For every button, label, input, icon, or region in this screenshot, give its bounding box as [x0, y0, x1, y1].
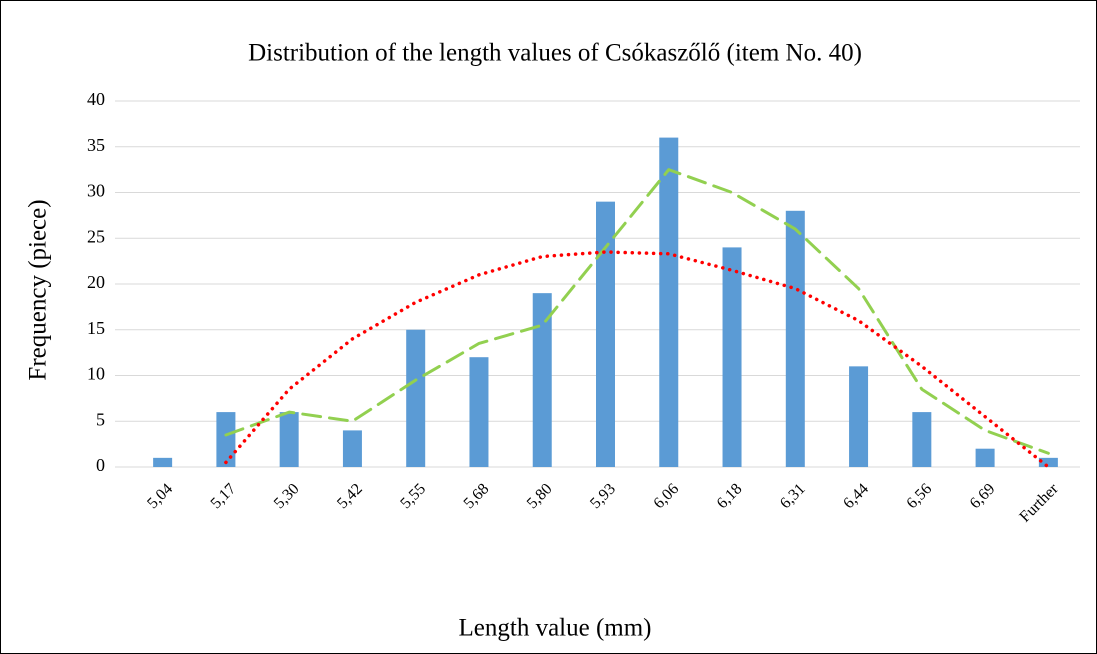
bar: [722, 247, 742, 467]
bar: [659, 137, 679, 467]
x-axis-label: Length value (mm): [459, 615, 652, 642]
y-tick-label: 0: [96, 455, 105, 475]
y-tick-label: 20: [87, 272, 105, 292]
bar: [975, 448, 995, 467]
bar: [596, 201, 615, 467]
y-tick-label: 15: [87, 318, 105, 338]
bar: [532, 293, 552, 467]
bar: [153, 457, 173, 467]
bar: [1038, 457, 1058, 467]
bar: [406, 329, 426, 467]
y-tick-label: 10: [87, 364, 105, 384]
y-tick-label: 25: [87, 226, 105, 246]
chart-title: Distribution of the length values of Csó…: [248, 40, 862, 67]
y-tick-label: 5: [96, 409, 105, 429]
bar: [469, 357, 489, 467]
y-tick-label: 35: [87, 135, 105, 155]
bar: [785, 210, 805, 468]
trend-line: [224, 250, 1051, 469]
y-tick-label: 40: [87, 89, 105, 109]
bar: [849, 366, 869, 467]
y-tick-label: 30: [87, 181, 105, 201]
bar: [342, 430, 362, 467]
bar: [216, 412, 236, 467]
bar: [912, 412, 932, 467]
y-axis-label: Frequency (piece): [25, 199, 52, 380]
trend-line: [224, 168, 1050, 455]
bar: [279, 412, 299, 467]
